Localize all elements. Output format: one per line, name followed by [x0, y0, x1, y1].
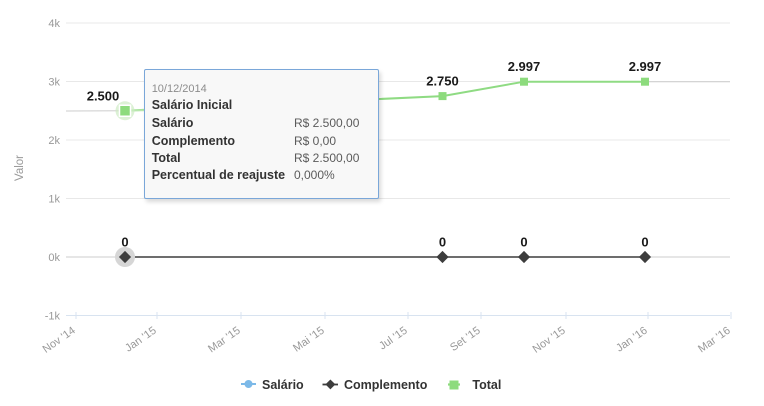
svg-text:0: 0: [641, 235, 648, 250]
svg-text:0: 0: [520, 235, 527, 250]
svg-text:4k: 4k: [48, 18, 60, 30]
svg-text:Jan '15: Jan '15: [123, 325, 159, 355]
svg-text:2k: 2k: [48, 135, 60, 147]
svg-text:Total: Total: [472, 378, 501, 392]
svg-text:0k: 0k: [48, 252, 60, 264]
svg-text:1k: 1k: [48, 194, 60, 206]
svg-text:Mar '16: Mar '16: [696, 325, 733, 356]
svg-text:2.750: 2.750: [426, 74, 459, 89]
svg-text:Mai '15: Mai '15: [291, 325, 327, 355]
svg-text:Salário: Salário: [262, 378, 304, 392]
svg-text:-1k: -1k: [45, 311, 61, 323]
svg-text:Jul '15: Jul '15: [377, 325, 410, 353]
svg-text:2.500: 2.500: [87, 89, 120, 104]
svg-text:Nov '14: Nov '14: [41, 325, 78, 356]
svg-text:Mar '15: Mar '15: [206, 325, 243, 356]
svg-text:Nov '15: Nov '15: [531, 325, 568, 356]
svg-text:0: 0: [439, 235, 446, 250]
svg-text:Set '15: Set '15: [448, 325, 483, 354]
svg-text:3k: 3k: [48, 77, 60, 89]
svg-text:Valor: Valor: [14, 155, 26, 181]
svg-text:2.997: 2.997: [508, 59, 541, 74]
svg-text:2.997: 2.997: [629, 59, 662, 74]
svg-text:Jan '16: Jan '16: [614, 325, 650, 355]
svg-text:Complemento: Complemento: [344, 378, 428, 392]
svg-text:0: 0: [121, 235, 128, 250]
